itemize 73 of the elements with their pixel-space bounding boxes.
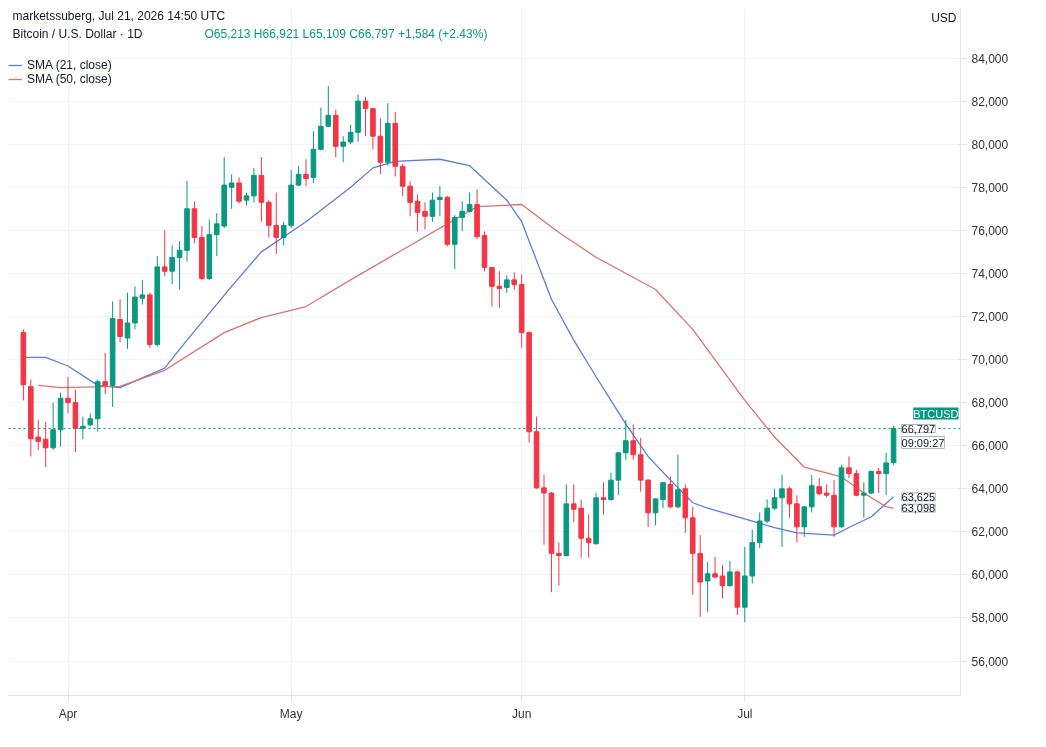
candlestick bbox=[764, 499, 770, 524]
annotation: 63,098 bbox=[901, 502, 936, 515]
text: Bitcoin / U.S. Dollar · 1D bbox=[12, 26, 143, 41]
x-tick-label: Jul bbox=[737, 706, 753, 721]
candlestick bbox=[719, 564, 726, 600]
candlestick bbox=[340, 135, 346, 163]
candlestick bbox=[667, 476, 674, 509]
candlestick bbox=[771, 488, 778, 511]
candlestick bbox=[102, 352, 108, 395]
y-tick-label: 72,000 bbox=[971, 309, 1009, 324]
annotation: marketssuberg, Jul 21, 2026 14:50 UTC bbox=[12, 8, 226, 23]
annotation: 09:09:27 bbox=[901, 436, 945, 449]
candlestick bbox=[65, 376, 71, 414]
y-tick-label: 68,000 bbox=[971, 396, 1009, 411]
candlestick bbox=[600, 481, 607, 516]
y-tick-label: 64,000 bbox=[971, 482, 1009, 497]
candlestick bbox=[362, 96, 369, 137]
annotation: 63,625 bbox=[901, 490, 936, 503]
y-tick-label: 82,000 bbox=[971, 94, 1009, 109]
candlestick bbox=[756, 511, 763, 549]
candlestick bbox=[124, 292, 131, 350]
candlestick bbox=[236, 177, 242, 204]
candlestick bbox=[608, 472, 614, 502]
y-tick-label: 58,000 bbox=[971, 611, 1009, 626]
candlestick bbox=[675, 454, 681, 509]
candlestick bbox=[801, 505, 808, 538]
candlestick bbox=[846, 455, 852, 479]
y-tick-label: 76,000 bbox=[971, 223, 1009, 238]
y-tick-label: 60,000 bbox=[971, 568, 1009, 583]
ref-line-label: BTCUSD bbox=[913, 407, 959, 420]
candlestick bbox=[325, 85, 332, 128]
candlestick bbox=[727, 560, 733, 588]
x-tick-label: Apr bbox=[58, 706, 78, 721]
y-tick-label: 66,000 bbox=[971, 439, 1009, 454]
line-series bbox=[37, 203, 895, 509]
candlestick bbox=[779, 474, 785, 548]
candlestick bbox=[704, 561, 711, 613]
legend-label: SMA (50, close) bbox=[27, 72, 112, 86]
candlestick bbox=[786, 486, 793, 519]
y-tick-label: 80,000 bbox=[971, 137, 1009, 152]
candlestick bbox=[117, 298, 123, 343]
candlestick bbox=[794, 494, 800, 544]
candlestick bbox=[556, 542, 562, 587]
candlestick bbox=[875, 467, 882, 494]
candlestick bbox=[630, 424, 637, 461]
candlestick bbox=[407, 180, 413, 217]
candlestick bbox=[228, 173, 235, 210]
candlestick bbox=[437, 185, 443, 217]
candlestick bbox=[318, 107, 324, 152]
y-tick-label: 56,000 bbox=[971, 654, 1009, 669]
candlestick bbox=[585, 514, 592, 559]
candlestick bbox=[429, 192, 436, 223]
candlestick bbox=[853, 469, 860, 497]
y-axis-title: USD bbox=[931, 10, 957, 25]
annotation: 66,797 bbox=[901, 422, 936, 435]
x-tick-label: Jun bbox=[512, 706, 532, 721]
y-tick-label: 78,000 bbox=[971, 180, 1009, 195]
text: O65,213 H66,921 L65,109 C66,797 +1,584 (+2.43%) bbox=[204, 26, 488, 41]
candlestick bbox=[169, 244, 175, 285]
legend-label: SMA (21, close) bbox=[27, 58, 112, 72]
candlestick bbox=[161, 229, 168, 277]
candlestick bbox=[883, 452, 889, 496]
y-tick-label: 70,000 bbox=[971, 353, 1009, 368]
candlestick bbox=[808, 474, 815, 513]
candlestick bbox=[251, 167, 257, 203]
candlestick bbox=[861, 481, 867, 519]
x-tick-label: May bbox=[279, 706, 303, 721]
candlestick bbox=[42, 421, 49, 468]
candlestick bbox=[399, 163, 406, 197]
y-tick-label: 74,000 bbox=[971, 266, 1009, 281]
y-tick-label: 62,000 bbox=[971, 525, 1009, 540]
y-tick-label: 84,000 bbox=[971, 51, 1009, 66]
candlestick bbox=[303, 158, 309, 187]
